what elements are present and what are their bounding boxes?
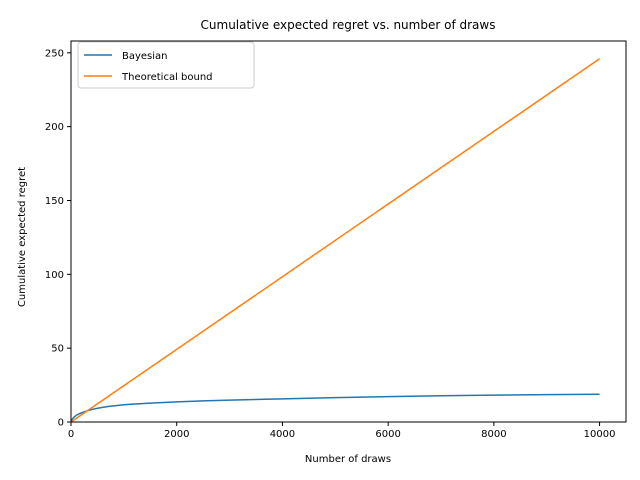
legend-label-bayesian: Bayesian [122,51,168,62]
y-tick-label: 100 [45,270,64,281]
chart-title: Cumulative expected regret vs. number of… [201,18,496,32]
x-tick-label: 8000 [481,429,506,440]
axes-frame [70,40,627,423]
x-axis-label: Number of draws [305,454,391,465]
y-axis-label: Cumulative expected regret [17,167,28,307]
legend-box [77,41,255,89]
x-tick-label: 10000 [584,429,616,440]
y-tick-label: 150 [45,196,64,207]
series-line-theoretical-bound [70,58,600,423]
x-tick-label: 2000 [164,429,189,440]
x-tick-label: 6000 [375,429,400,440]
plot-lines [70,58,600,423]
axis-ticks: 0 2000 4000 6000 8000 10000 0 50 100 150 200 250 [45,48,616,440]
x-tick-label: 4000 [270,429,295,440]
y-tick-label: 250 [45,48,64,59]
y-tick-label: 50 [51,344,64,355]
y-tick-label: 200 [45,122,64,133]
y-tick-label: 0 [58,418,64,429]
legend-label-theoretical-bound: Theoretical bound [121,72,213,83]
x-tick-label: 0 [68,429,74,440]
series-line-bayesian [70,393,600,423]
legend: Bayesian Theoretical bound [77,41,255,89]
